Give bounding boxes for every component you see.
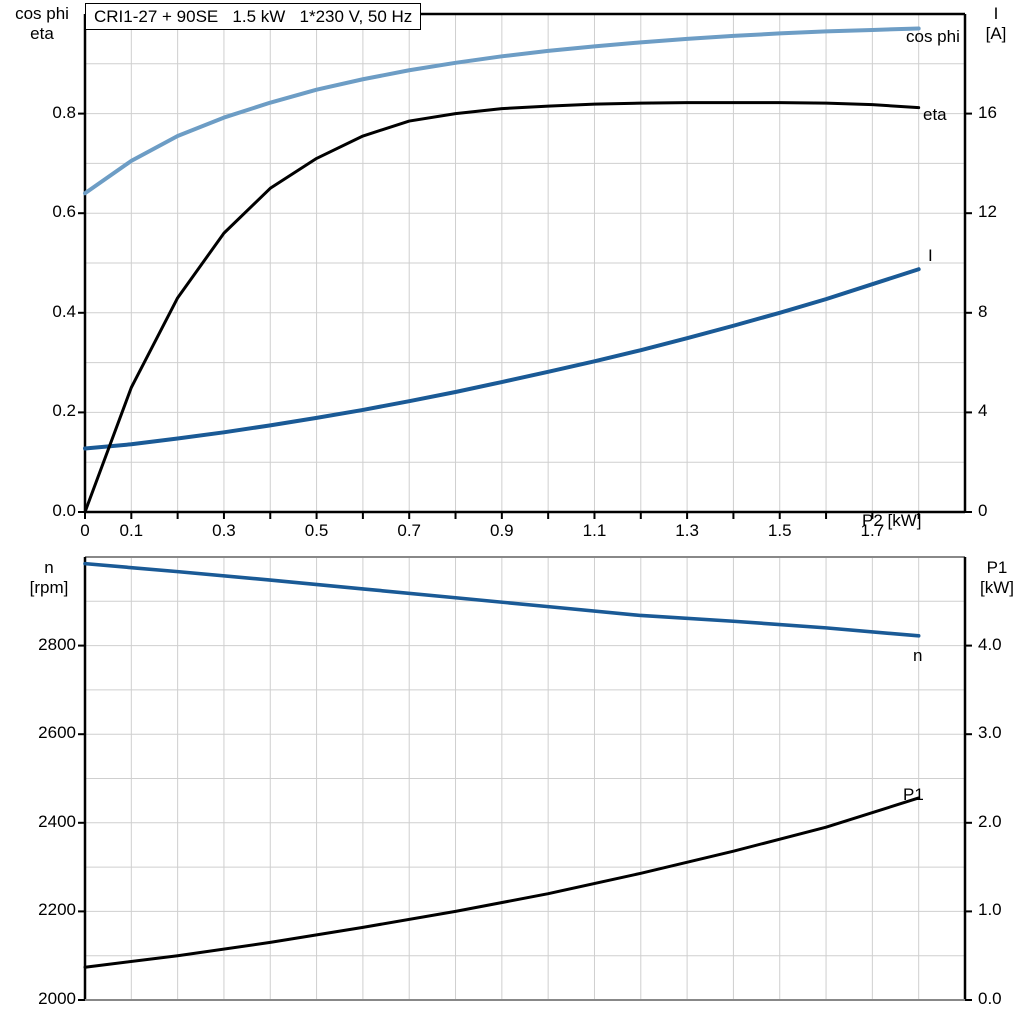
top-x-tick-1.5: 1.5: [767, 521, 792, 540]
curve-label-cos-phi: cos phi: [906, 27, 960, 46]
bottom-y-left-tick-2800: 2800: [38, 634, 76, 654]
top-right-axis-title: I [A]: [985, 4, 1007, 43]
curve-label-current: I: [928, 246, 933, 265]
bottom-y-left-tick-2000: 2000: [38, 989, 76, 1008]
top-y-right-tick-8: 8: [978, 301, 988, 321]
curve-label-eta: eta: [923, 105, 947, 124]
top-left-axis-title: cos phi eta: [15, 4, 69, 43]
top-x-tick-1.7: 1.7: [860, 521, 885, 540]
curve-label-speed: n: [913, 646, 923, 665]
top-y-left-tick-0.4: 0.4: [52, 301, 76, 321]
bottom-y-right-tick-1.0: 1.0: [978, 900, 1002, 920]
top-x-tick-1.3: 1.3: [675, 521, 699, 540]
top-x-tick-0.1: 0.1: [119, 521, 144, 540]
top-x-tick-1.1: 1.1: [582, 521, 607, 540]
top-x-tick-0.7: 0.7: [397, 521, 422, 540]
top-y-right-tick-16: 16: [978, 102, 997, 122]
curve-label-power: P1: [903, 785, 924, 804]
top-x-tick-0.9: 0.9: [490, 521, 514, 540]
bottom-y-left-tick-2200: 2200: [38, 900, 76, 920]
bottom-y-right-tick-3.0: 3.0: [978, 723, 1002, 743]
top-y-right-tick-0: 0: [978, 501, 988, 520]
chart-title-box: CRI1-27 + 90SE 1.5 kW 1*230 V, 50 Hz: [85, 3, 422, 30]
top-x-axis-title: P2 [kW]: [862, 511, 922, 530]
bottom-y-right-tick-4.0: 4.0: [978, 634, 1002, 654]
bottom-y-left-tick-2400: 2400: [38, 811, 76, 831]
top-y-left-tick-0.8: 0.8: [52, 102, 76, 122]
bottom-left-axis-title: n [rpm]: [29, 558, 69, 597]
top-x-tick-0.3: 0.3: [212, 521, 236, 540]
top-y-left-tick-0.6: 0.6: [52, 202, 76, 222]
top-y-left-tick-0.2: 0.2: [52, 401, 76, 421]
top-y-right-tick-12: 12: [978, 202, 997, 222]
bottom-y-right-tick-2.0: 2.0: [978, 811, 1002, 831]
bottom-y-left-tick-2600: 2600: [38, 723, 76, 743]
bottom-y-right-tick-0.0: 0.0: [978, 989, 1002, 1008]
bottom-right-axis-title: P1 [kW]: [980, 558, 1014, 597]
top-x-tick-0: 0: [80, 521, 90, 540]
top-y-left-tick-0.0: 0.0: [52, 501, 76, 520]
top-y-right-tick-4: 4: [978, 401, 988, 421]
chart-title-text: CRI1-27 + 90SE 1.5 kW 1*230 V, 50 Hz: [94, 6, 413, 26]
top-x-tick-0.5: 0.5: [304, 521, 329, 540]
